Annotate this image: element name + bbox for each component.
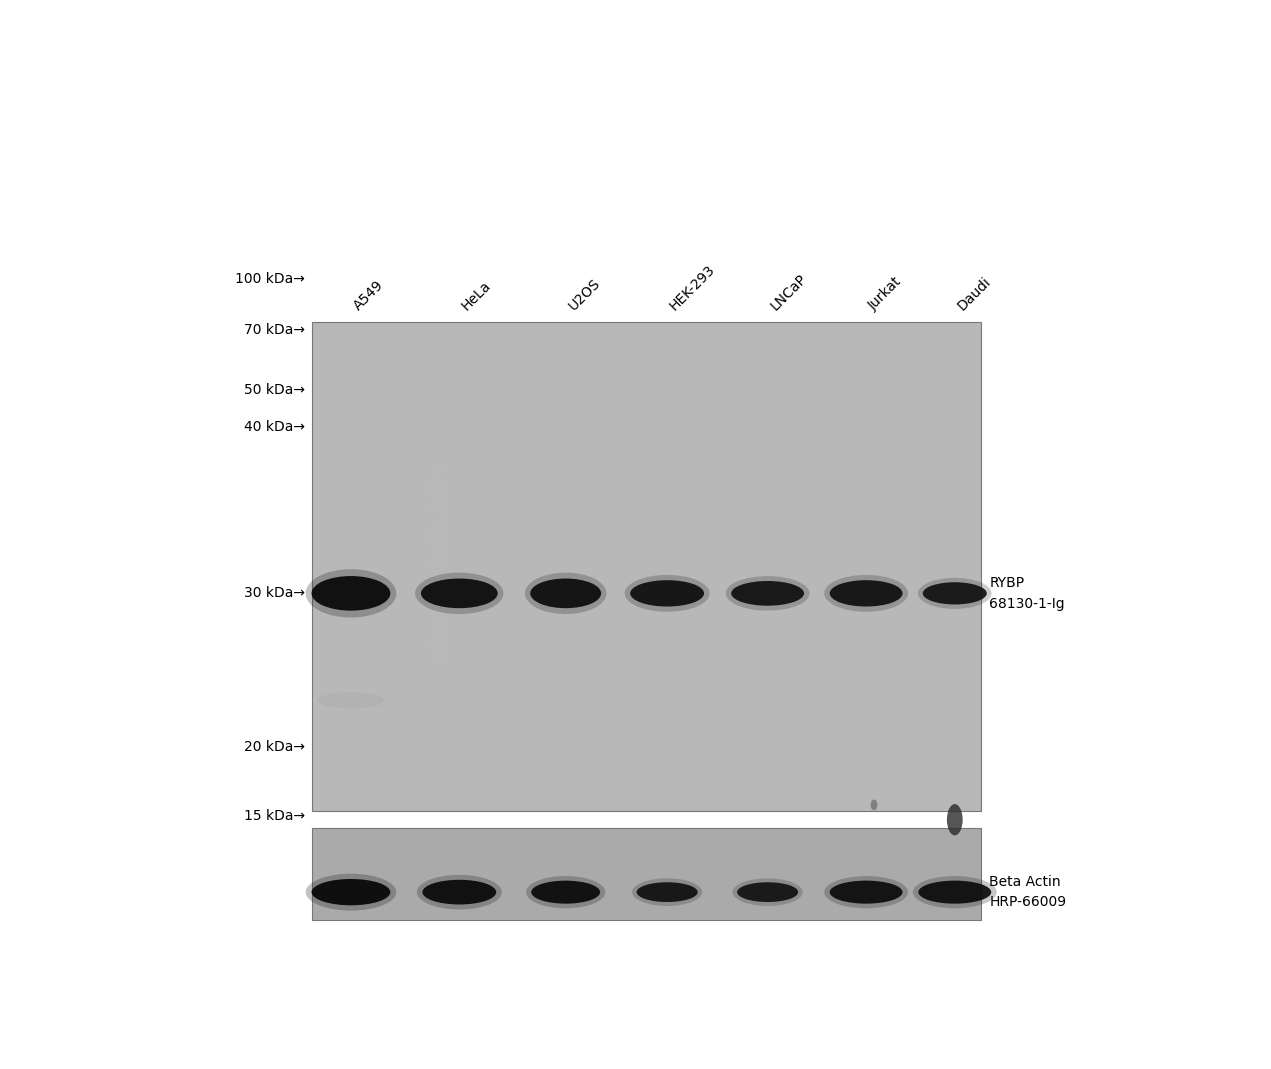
Text: 100 kDa→: 100 kDa→ [235,272,305,285]
Ellipse shape [830,580,902,606]
Text: HEK-293: HEK-293 [667,263,718,313]
Text: HeLa: HeLa [459,279,494,313]
Text: A549: A549 [351,278,386,313]
Ellipse shape [438,588,480,599]
Ellipse shape [919,881,991,903]
Ellipse shape [918,577,991,609]
Ellipse shape [846,589,886,598]
Ellipse shape [311,576,390,610]
Text: 40 kDa→: 40 kDa→ [244,420,305,434]
Ellipse shape [824,876,907,909]
Ellipse shape [525,573,606,614]
Ellipse shape [422,880,496,904]
Ellipse shape [830,881,902,903]
Ellipse shape [547,888,585,896]
Ellipse shape [311,879,390,905]
Ellipse shape [421,578,498,608]
Ellipse shape [913,876,996,909]
Ellipse shape [751,888,784,896]
Text: 70 kDa→: 70 kDa→ [244,323,305,337]
Ellipse shape [416,573,503,614]
Ellipse shape [947,804,962,835]
Text: U2OS: U2OS [566,277,602,313]
Text: WWW.PTGLAB.COM: WWW.PTGLAB.COM [431,466,449,663]
Ellipse shape [305,569,397,618]
Ellipse shape [526,876,605,909]
Ellipse shape [647,589,688,598]
Ellipse shape [824,575,907,611]
Ellipse shape [318,692,384,709]
Text: 30 kDa→: 30 kDa→ [244,587,305,601]
Ellipse shape [731,582,805,606]
Ellipse shape [737,882,798,902]
Ellipse shape [846,888,886,896]
FancyBboxPatch shape [311,827,981,920]
Ellipse shape [630,580,704,606]
Ellipse shape [624,575,709,611]
Ellipse shape [747,589,788,598]
Ellipse shape [329,887,372,897]
Ellipse shape [632,879,703,905]
Ellipse shape [637,882,698,902]
Text: Jurkat: Jurkat [866,275,905,313]
Ellipse shape [923,583,986,604]
Ellipse shape [726,576,810,610]
Text: 20 kDa→: 20 kDa→ [244,740,305,755]
Text: Daudi: Daudi [955,275,994,313]
Ellipse shape [937,589,972,598]
Text: Beta Actin
HRP-66009: Beta Actin HRP-66009 [989,874,1066,910]
Ellipse shape [530,578,601,608]
Ellipse shape [417,874,502,910]
Ellipse shape [732,879,803,905]
Ellipse shape [934,888,975,896]
Ellipse shape [438,888,479,897]
Text: 50 kDa→: 50 kDa→ [244,383,305,397]
Ellipse shape [547,588,585,599]
Text: LNCaP: LNCaP [768,272,810,313]
Ellipse shape [329,587,372,600]
FancyBboxPatch shape [311,322,981,811]
Text: 15 kDa→: 15 kDa→ [244,808,305,822]
Ellipse shape [531,881,600,903]
Ellipse shape [871,800,877,810]
Text: RYBP
68130-1-Ig: RYBP 68130-1-Ig [989,576,1065,610]
Ellipse shape [305,873,397,911]
Ellipse shape [651,888,684,896]
